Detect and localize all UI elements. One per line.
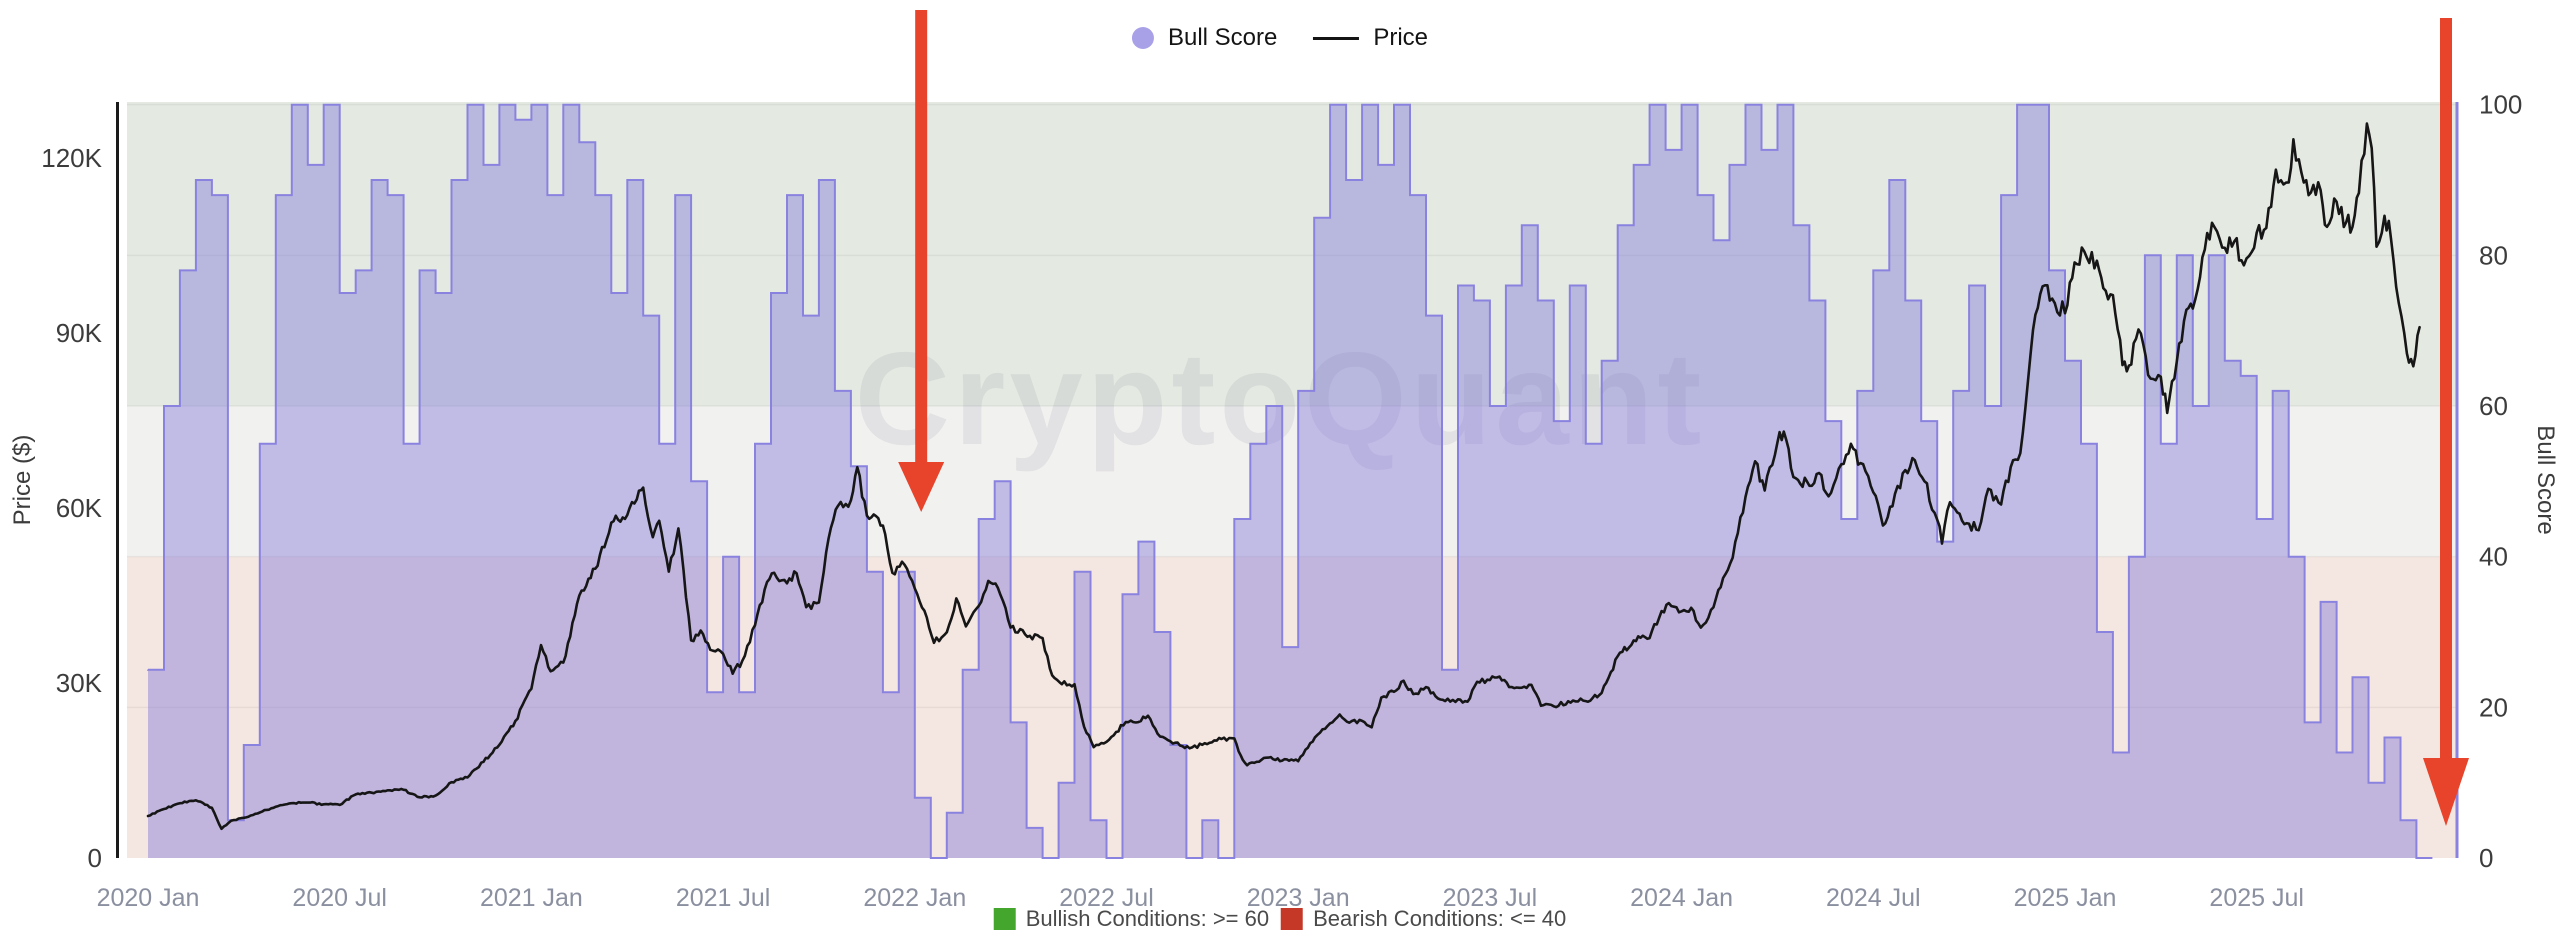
legend-price-label: Price bbox=[1373, 24, 1429, 51]
bearish-square-icon bbox=[1281, 908, 1304, 930]
bearish-conditions-label: Bearish Conditions: <= 40 bbox=[1313, 906, 1567, 931]
background-bands bbox=[127, 102, 2457, 858]
price-line-icon bbox=[1313, 36, 1360, 40]
svg-text:90K: 90K bbox=[56, 318, 103, 348]
conditions-legend: Bullish Conditions: >= 60 Bearish Condit… bbox=[993, 906, 1566, 932]
svg-text:2023 Jul: 2023 Jul bbox=[1443, 884, 1538, 912]
svg-text:2022 Jan: 2022 Jan bbox=[863, 884, 966, 912]
svg-text:2023 Jan: 2023 Jan bbox=[1247, 884, 1350, 912]
chart-legend: Bull Score Price bbox=[1131, 24, 1428, 52]
bearish-conditions-item: Bearish Conditions: <= 40 bbox=[1281, 906, 1566, 932]
left-axis-title: Price ($) bbox=[9, 435, 36, 526]
svg-text:80: 80 bbox=[2479, 240, 2508, 270]
svg-text:2025 Jul: 2025 Jul bbox=[2209, 884, 2304, 912]
svg-text:2025 Jan: 2025 Jan bbox=[2014, 884, 2117, 912]
svg-text:2022 Jul: 2022 Jul bbox=[1059, 884, 1154, 912]
bearish-signal-arrows bbox=[898, 10, 2469, 826]
bullish-conditions-item: Bullish Conditions: >= 60 bbox=[993, 906, 1270, 932]
bullish-conditions-label: Bullish Conditions: >= 60 bbox=[1025, 906, 1270, 931]
bullish-square-icon bbox=[993, 908, 1016, 930]
bearish-arrow-latest bbox=[2423, 18, 2469, 826]
svg-text:60K: 60K bbox=[56, 493, 103, 523]
svg-text:100: 100 bbox=[2479, 90, 2522, 120]
bull-score-series bbox=[147, 103, 2433, 859]
svg-text:2021 Jul: 2021 Jul bbox=[676, 884, 771, 912]
svg-text:40: 40 bbox=[2479, 542, 2508, 572]
legend-bull-score-label: Bull Score bbox=[1167, 24, 1278, 51]
svg-text:20: 20 bbox=[2479, 692, 2508, 722]
legend-item-price[interactable]: Price bbox=[1313, 24, 1428, 52]
right-axis-title: Bull Score bbox=[2532, 425, 2559, 534]
svg-text:60: 60 bbox=[2479, 391, 2508, 421]
bearish-arrow-2022 bbox=[898, 10, 945, 512]
svg-text:2020 Jan: 2020 Jan bbox=[97, 884, 200, 912]
svg-text:120K: 120K bbox=[41, 143, 102, 173]
watermark: CryptoQuant bbox=[855, 325, 1706, 472]
svg-text:2024 Jan: 2024 Jan bbox=[1630, 884, 1733, 912]
bull-score-dot-icon bbox=[1131, 27, 1154, 49]
left-axis-ticks: 0 30K 60K 90K 120K bbox=[41, 143, 102, 873]
x-axis-ticks: 2020 Jan 2020 Jul 2021 Jan 2021 Jul 2022 Jan… bbox=[97, 884, 2304, 912]
right-axis-ticks: 0 20 40 60 80 100 bbox=[2479, 90, 2522, 873]
svg-text:30K: 30K bbox=[56, 668, 103, 698]
svg-text:2024 Jul: 2024 Jul bbox=[1826, 884, 1921, 912]
svg-text:0: 0 bbox=[2479, 843, 2493, 873]
svg-text:2020 Jul: 2020 Jul bbox=[292, 884, 387, 912]
bearish-band bbox=[127, 556, 2457, 858]
neutral-band bbox=[127, 406, 2457, 557]
price-series bbox=[146, 122, 2421, 831]
svg-text:0: 0 bbox=[88, 843, 102, 873]
legend-item-bull-score[interactable]: Bull Score bbox=[1131, 24, 1278, 52]
svg-text:2021 Jan: 2021 Jan bbox=[480, 884, 583, 912]
bullish-band bbox=[127, 102, 2457, 407]
